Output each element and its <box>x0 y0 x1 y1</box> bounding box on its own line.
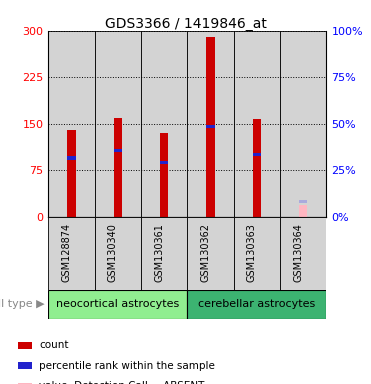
Text: neocortical astrocytes: neocortical astrocytes <box>56 299 180 310</box>
Text: GSM128874: GSM128874 <box>62 223 72 282</box>
Bar <box>206 37 215 217</box>
Bar <box>187 31 234 217</box>
Bar <box>18 382 32 384</box>
Text: cerebellar astrocytes: cerebellar astrocytes <box>198 299 316 310</box>
Bar <box>187 217 234 290</box>
Bar <box>299 205 308 217</box>
Bar <box>67 156 76 159</box>
Bar <box>95 31 141 217</box>
Bar <box>234 31 280 217</box>
Bar <box>48 31 95 217</box>
Bar <box>206 126 215 129</box>
Bar <box>67 130 76 217</box>
Text: count: count <box>39 341 69 351</box>
Bar <box>141 31 187 217</box>
Bar <box>48 217 95 290</box>
Text: cell type ▶: cell type ▶ <box>0 299 45 310</box>
Text: GSM130363: GSM130363 <box>247 223 257 282</box>
Bar <box>18 362 32 369</box>
Bar <box>95 217 141 290</box>
Text: percentile rank within the sample: percentile rank within the sample <box>39 361 215 371</box>
Bar <box>48 290 187 319</box>
Bar <box>280 31 326 217</box>
Text: GSM130361: GSM130361 <box>154 223 164 282</box>
Bar <box>187 290 326 319</box>
Bar <box>299 200 308 203</box>
Text: GDS3366 / 1419846_at: GDS3366 / 1419846_at <box>105 17 266 31</box>
Bar <box>253 119 261 217</box>
Bar <box>18 342 32 349</box>
Bar <box>160 133 168 217</box>
Bar <box>141 217 187 290</box>
Bar <box>234 217 280 290</box>
Bar <box>253 153 261 156</box>
Bar <box>114 118 122 217</box>
Text: value, Detection Call = ABSENT: value, Detection Call = ABSENT <box>39 381 205 384</box>
Bar <box>160 161 168 164</box>
Text: GSM130364: GSM130364 <box>293 223 303 282</box>
Text: GSM130362: GSM130362 <box>201 223 211 282</box>
Text: GSM130340: GSM130340 <box>108 223 118 282</box>
Bar <box>114 149 122 152</box>
Bar <box>280 217 326 290</box>
